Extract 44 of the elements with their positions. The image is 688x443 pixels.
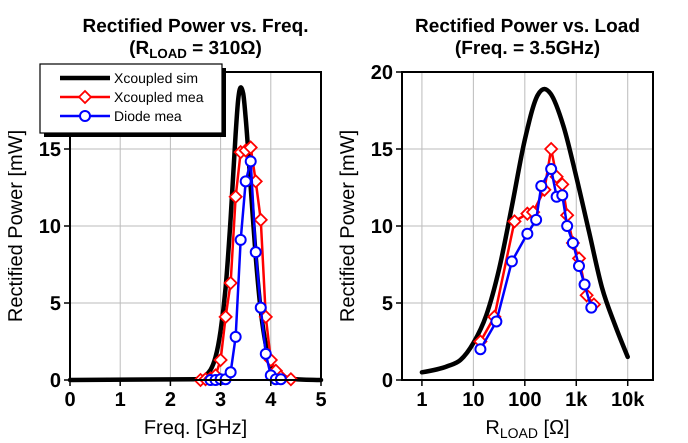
x-tick-label: 100 <box>508 389 542 411</box>
point <box>218 310 233 324</box>
point <box>228 190 243 204</box>
x-tick-label: 2 <box>164 389 176 411</box>
point <box>224 366 237 378</box>
point <box>230 330 242 343</box>
point <box>240 175 252 188</box>
y-tick-label: 10 <box>370 216 393 238</box>
y-axis-title: Rectified Power [mW] <box>337 130 359 322</box>
x-tick-label: 10 <box>462 389 484 411</box>
x-tick-label: 1 <box>416 389 428 411</box>
y-tick-label: 20 <box>370 62 393 84</box>
point <box>250 246 262 258</box>
x-tick-label: 3 <box>215 389 226 411</box>
y-tick-label: 0 <box>382 370 393 392</box>
chart-subtitle: (R$_{LOAD}$ = 310Ω) <box>129 38 262 61</box>
legend-label: Xcoupled mea <box>114 89 204 105</box>
chart-title: Rectified Power vs. Load <box>415 16 640 37</box>
point <box>234 234 247 246</box>
chart-subtitle: (Freq. = 3.5GHz) <box>454 38 600 59</box>
x-axis-title: Freq. [GHz] <box>144 417 248 439</box>
y-tick-label: 5 <box>382 293 393 315</box>
x-tick-label: 0 <box>64 389 76 411</box>
y-tick-label: 0 <box>50 370 61 392</box>
point <box>244 155 257 168</box>
x-tick-label: 1 <box>114 389 126 411</box>
x-tick-label: 1k <box>565 389 588 411</box>
y-tick-label: 15 <box>370 139 393 161</box>
point <box>224 276 238 290</box>
y-tick-label: 5 <box>50 293 61 315</box>
y-tick-label: 15 <box>38 139 61 161</box>
chart-title: Rectified Power vs. Freq. <box>82 16 308 37</box>
x-tick-label: 5 <box>315 389 327 411</box>
x-tick-label: 10k <box>611 389 646 411</box>
point <box>254 212 268 227</box>
legend-label: Diode mea <box>114 108 182 124</box>
legend-label: Xcoupled sim <box>114 70 198 86</box>
y-tick-label: 10 <box>38 216 61 238</box>
point <box>244 140 258 154</box>
point <box>260 348 272 360</box>
point <box>254 302 267 314</box>
x-axis-title: R$_{LOAD}$ [Ω] <box>485 417 570 442</box>
point <box>214 353 228 367</box>
x-tick-label: 4 <box>265 389 278 411</box>
